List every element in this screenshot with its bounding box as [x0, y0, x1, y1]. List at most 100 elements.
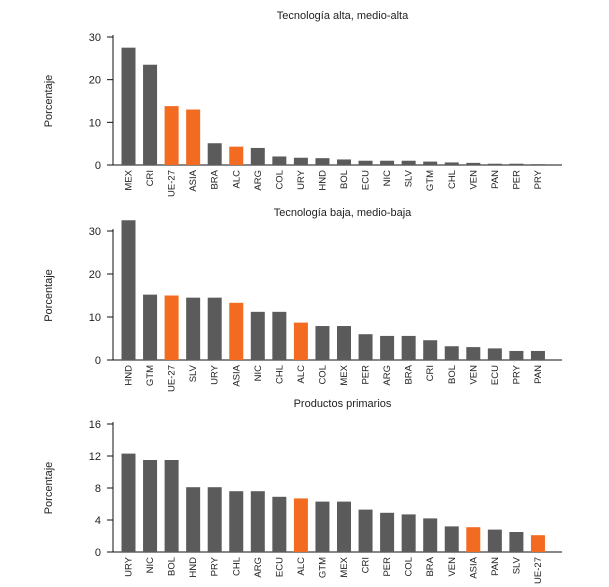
bar-arg [250, 491, 265, 552]
x-tick-label: ASIA [231, 364, 242, 386]
x-tick-label: MEX [339, 364, 350, 385]
chart-tecnologia-alta: Tecnología alta, medio-alta Porcentaje 0 10… [43, 10, 562, 197]
y-tick-label: 0 [95, 355, 101, 367]
x-tick-label: ALC [296, 557, 307, 576]
bar-pry [509, 350, 524, 360]
bar-nic [250, 311, 265, 360]
bar-bra [423, 518, 438, 552]
x-tick-label: SLV [511, 556, 522, 574]
x-tick-label: MEX [124, 169, 135, 190]
x-tick-label: COL [404, 557, 415, 577]
x-tick-label: MEX [339, 556, 350, 577]
y-axis-label: Porcentaje [43, 462, 55, 515]
y-tick-label: 0 [95, 547, 101, 559]
bar-hnd [315, 158, 330, 165]
bar-cri [358, 509, 373, 552]
y-tick-label: 20 [89, 75, 101, 87]
x-tick-label: PAN [533, 365, 544, 384]
x-tick-label: PRY [533, 169, 544, 189]
bar-pan [487, 529, 502, 552]
bar-ue-27 [164, 106, 179, 165]
x-tick-label: COL [317, 365, 328, 385]
x-tick-label: UE-27 [167, 170, 178, 197]
bar-col [401, 514, 416, 552]
x-tick-label: GTM [425, 170, 436, 191]
bar-ecu [487, 348, 502, 360]
x-tick-label: PER [511, 170, 522, 190]
bar-bra [207, 143, 222, 165]
bar-alc [229, 146, 244, 165]
bar-col [272, 156, 287, 165]
bar-chl [272, 311, 287, 360]
bar-alc [293, 498, 308, 552]
bar-bra [401, 335, 416, 360]
bar-slv [401, 160, 416, 165]
x-tick-label: PRY [210, 556, 221, 576]
x-tick-label: ALC [231, 170, 242, 189]
y-tick-label: 30 [89, 32, 101, 44]
x-tick-label: UE-27 [533, 557, 544, 584]
bar-ven [466, 347, 481, 360]
bar-ue-27 [530, 535, 545, 552]
x-tick-label: ARG [253, 170, 264, 191]
y-tick-label: 8 [95, 483, 101, 495]
x-tick-label: BRA [210, 169, 221, 189]
bar-arg [380, 335, 395, 360]
bar-bol [444, 346, 459, 360]
x-tick-label: URY [124, 556, 135, 577]
bar-mex [121, 47, 136, 165]
x-tick-label: BOL [339, 170, 350, 189]
bar-gtm [143, 294, 158, 360]
bar-ecu [358, 160, 373, 165]
x-tick-label: ALC [296, 365, 307, 384]
chart-productos-primarios: Productos primarios Porcentaje 0 4 8 12 16 URY N… [43, 398, 562, 584]
x-tick-label: HND [124, 365, 135, 386]
x-tick-label: BOL [167, 557, 178, 576]
bar-pry [530, 164, 545, 165]
x-tick-label: VEN [468, 365, 479, 385]
bar-hnd [121, 220, 136, 360]
x-tick-label: GTM [145, 365, 156, 386]
bar-pan [530, 350, 545, 360]
bar-hnd [186, 487, 201, 552]
x-tick-label: BRA [425, 556, 436, 576]
x-tick-label: PAN [490, 557, 501, 576]
y-tick-label: 12 [89, 451, 101, 463]
x-tick-label: SLV [188, 364, 199, 382]
x-tick-label: NIC [145, 557, 156, 574]
bar-bol [337, 159, 351, 165]
bar-mex [337, 501, 351, 552]
x-tick-label: ECU [490, 365, 501, 385]
y-tick-label: 20 [89, 269, 101, 281]
bar-per [509, 163, 524, 165]
x-tick-label: GTM [317, 557, 328, 578]
bar-gtm [423, 161, 438, 165]
x-tick-label: URY [296, 169, 307, 190]
y-tick-label: 10 [89, 117, 101, 129]
x-tick-label: BRA [404, 364, 415, 384]
bar-chl [229, 491, 244, 552]
x-tick-label: VEN [468, 170, 479, 190]
bar-slv [186, 297, 201, 360]
bar-arg [250, 147, 265, 165]
bar-ecu [272, 496, 287, 552]
x-tick-label: HND [188, 557, 199, 578]
x-tick-label: NIC [253, 365, 264, 382]
x-tick-label: PER [361, 365, 372, 385]
chart-title: Productos primarios [294, 398, 392, 410]
x-tick-label: CHL [231, 557, 242, 576]
x-tick-label: HND [317, 170, 328, 191]
x-tick-label: CHL [274, 365, 285, 384]
y-axis-label: Porcentaje [43, 75, 55, 128]
x-tick-label: UE-27 [167, 365, 178, 392]
bar-pry [207, 487, 222, 552]
x-tick-label: BOL [447, 365, 458, 384]
x-tick-label: ASIA [188, 169, 199, 191]
bar-ue-27 [164, 295, 179, 360]
x-tick-label: PAN [490, 170, 501, 189]
bar-gtm [315, 501, 330, 552]
bar-bol [164, 460, 179, 552]
y-tick-label: 0 [95, 160, 101, 172]
x-tick-label: CHL [447, 170, 458, 189]
bar-col [315, 326, 330, 360]
